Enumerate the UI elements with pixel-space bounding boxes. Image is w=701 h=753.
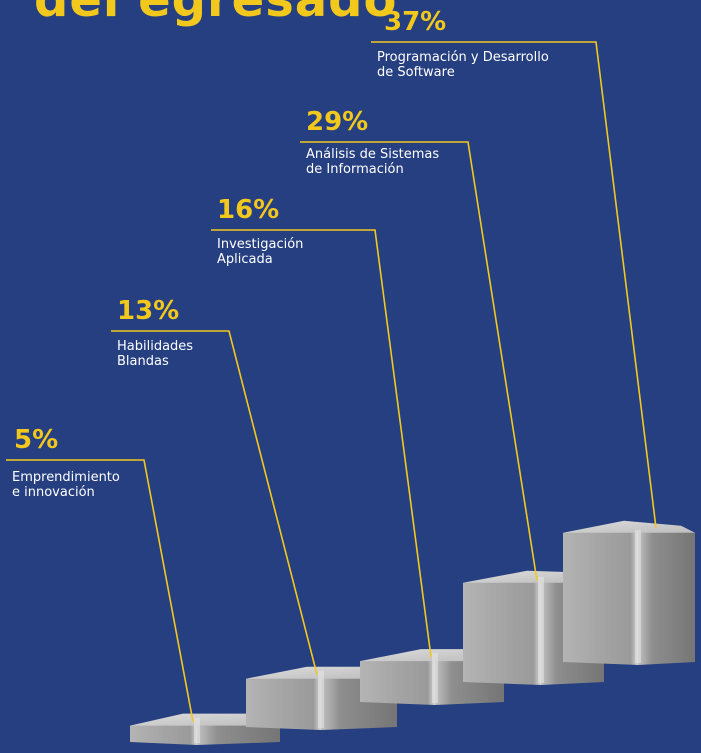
category-label: Habilidades Blandas <box>117 339 194 369</box>
value-label: 29% <box>306 107 369 137</box>
bar-highlight <box>538 576 544 683</box>
leader-line <box>300 141 538 581</box>
bar-highlight <box>318 670 324 728</box>
value-label: 16% <box>217 195 280 225</box>
category-label: Emprendimiento e innovación <box>12 470 120 500</box>
bar-highlight <box>194 717 200 743</box>
leader-line <box>211 229 432 658</box>
bar-highlight <box>432 653 438 703</box>
bar-front-face <box>360 651 435 705</box>
bar-5 <box>563 520 695 665</box>
bar-front-face <box>563 527 638 665</box>
category-label: Análisis de Sistemas de Información <box>306 147 440 177</box>
bar-top-face <box>130 713 280 726</box>
bar-front-face <box>246 668 321 730</box>
leader-line <box>6 459 194 722</box>
bar-1 <box>130 713 280 745</box>
value-label: 13% <box>117 296 180 326</box>
bar-highlight <box>635 529 641 663</box>
bar-front-face <box>463 574 541 685</box>
value-label: 5% <box>14 425 59 455</box>
category-label: Investigación Aplicada <box>217 237 304 267</box>
value-label: 37% <box>384 7 447 37</box>
bar-2 <box>246 666 397 730</box>
leader-line <box>111 330 318 675</box>
category-label: Programación y Desarrollo de Software <box>377 50 549 80</box>
page-title: del egresado <box>34 0 398 28</box>
bar-top-face <box>563 520 695 533</box>
leader-line <box>371 41 657 528</box>
bar-side-face <box>638 527 695 665</box>
